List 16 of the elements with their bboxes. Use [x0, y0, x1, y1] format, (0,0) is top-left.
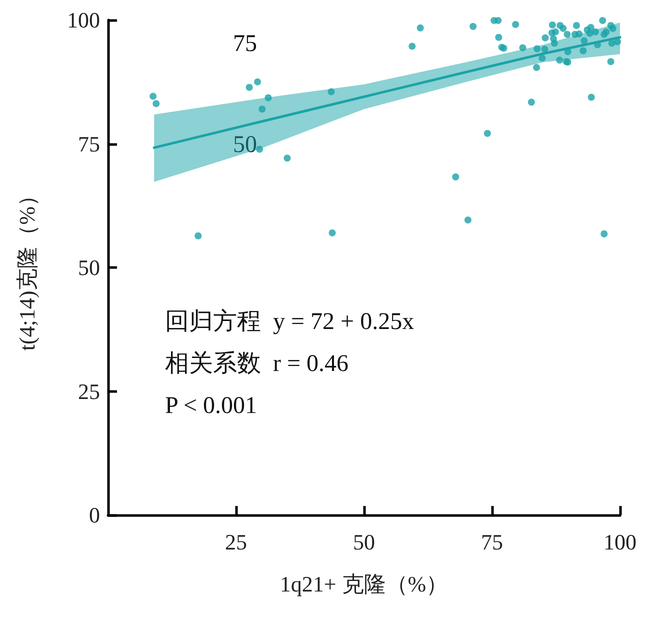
y-tick-label: 25 [78, 378, 100, 404]
annotation: 75 [233, 31, 257, 57]
y-tick-label: 100 [67, 8, 100, 32]
annotation: 50 [233, 132, 257, 158]
x-tick-label: 100 [604, 530, 636, 554]
y-tick-label: 0 [89, 502, 100, 528]
x-tick-label: 25 [225, 530, 247, 554]
x-tick-label: 75 [481, 530, 503, 554]
annotation: 回归方程 y = 72 + 0.25x [165, 308, 414, 335]
x-axis-title: 1q21+ 克隆（%） [280, 572, 448, 596]
annotation: 相关系数 r = 0.46 [165, 350, 349, 377]
y-tick-label: 50 [78, 255, 100, 280]
x-tick-label: 50 [353, 530, 375, 554]
annotation: P < 0.001 [165, 393, 257, 419]
y-tick-label: 75 [78, 131, 100, 156]
y-axis-title: t(4;14)克隆（%） [14, 184, 40, 351]
